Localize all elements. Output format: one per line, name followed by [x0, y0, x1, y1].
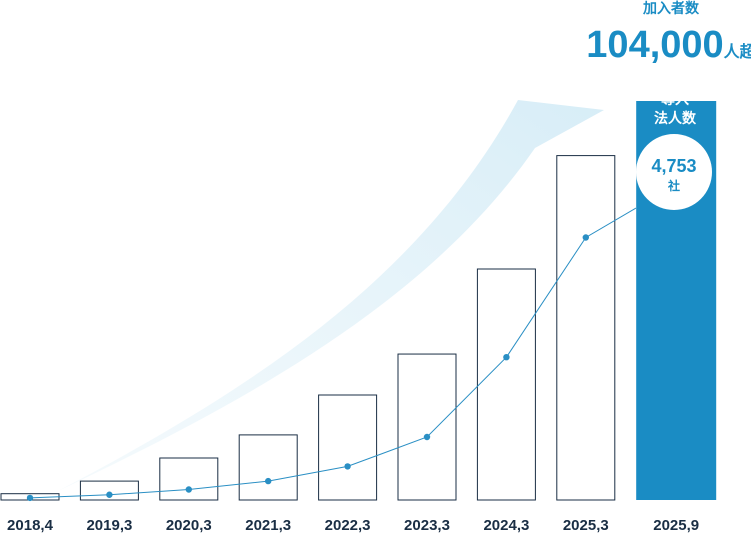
x-tick-label-8: 2025,9 — [653, 517, 699, 534]
bar-label-line1: 導入 — [661, 91, 689, 107]
bar-3 — [238, 434, 298, 501]
line-point-4 — [344, 463, 351, 470]
x-tick-label-4: 2022,3 — [325, 517, 371, 534]
x-tick-label-0: 2018,4 — [7, 517, 54, 534]
line-point-0 — [26, 494, 34, 502]
bar-label-line2: 法人数 — [654, 110, 697, 126]
header-label: 加入者数 — [642, 0, 700, 16]
bar-2 — [159, 457, 219, 501]
x-tick-label-5: 2023,3 — [404, 517, 450, 534]
x-tick-labels: 2018,4 2019,3 2020,3 2021,3 2022,3 2023,3 2024… — [7, 517, 699, 534]
line-point-6 — [503, 354, 510, 361]
bars-group — [0, 101, 717, 501]
x-tick-label-7: 2025,3 — [563, 517, 609, 534]
x-tick-label-2: 2020,3 — [166, 517, 212, 534]
badge-unit: 社 — [667, 178, 680, 193]
badge-circle — [636, 134, 712, 210]
line-point-5 — [423, 433, 431, 441]
line-point-3 — [265, 477, 272, 485]
header-value: 104,000 — [586, 24, 723, 66]
line-point-2 — [185, 486, 192, 493]
header-value-group: 104,000人超 — [586, 24, 751, 66]
line-point-1 — [106, 491, 113, 498]
x-tick-label-1: 2019,3 — [86, 517, 132, 534]
growth-arrow — [58, 100, 604, 491]
line-point-7 — [582, 234, 589, 241]
bar-6 — [476, 268, 536, 501]
badge-value: 4,753 — [651, 156, 696, 176]
bar-5 — [397, 353, 457, 501]
bar-7 — [556, 155, 616, 501]
line-series-group — [26, 207, 637, 502]
bar-4 — [318, 394, 378, 501]
header-unit: 人超 — [724, 42, 751, 61]
x-tick-label-3: 2021,3 — [245, 517, 291, 534]
x-tick-label-6: 2024,3 — [483, 517, 529, 534]
